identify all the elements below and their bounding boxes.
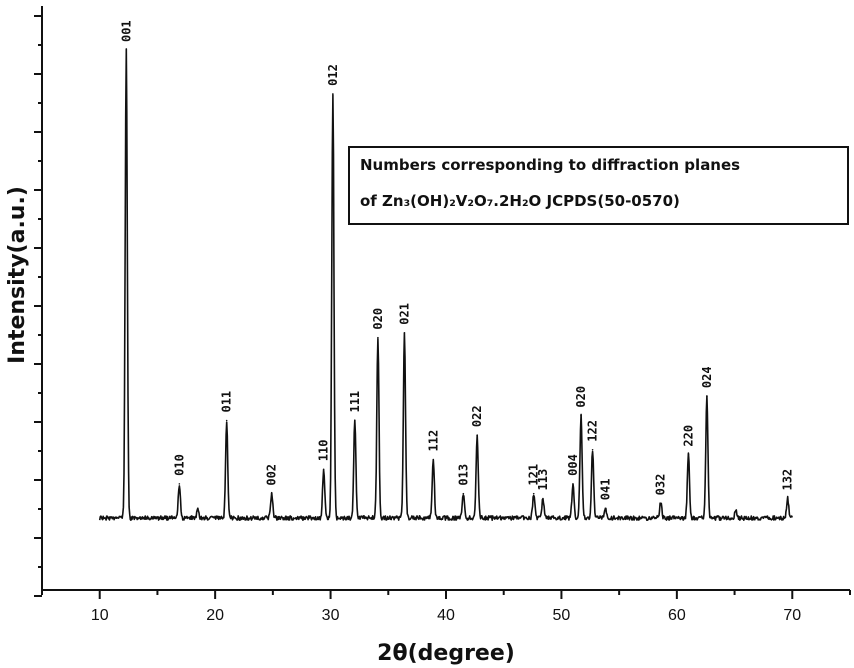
peak-label: 111 (348, 391, 362, 413)
peak-point (178, 483, 181, 485)
peak-point (377, 336, 379, 339)
peak-point (706, 395, 708, 397)
x-tick-label: 70 (783, 607, 801, 624)
peak-point (125, 49, 128, 51)
x-tick-label: 40 (437, 607, 455, 624)
peak-point (542, 497, 544, 500)
peak-point (532, 492, 535, 495)
x-tick-label: 10 (91, 607, 109, 624)
peak-label: 132 (781, 469, 795, 491)
peak-point (432, 458, 435, 461)
peak-point (572, 483, 574, 485)
peak-point (476, 434, 478, 436)
peak-point (604, 507, 607, 510)
peak-label: 122 (586, 420, 600, 442)
peak-label: 110 (317, 440, 331, 462)
peak-point (580, 414, 582, 417)
peak-label: 020 (371, 308, 385, 330)
peak-label: 112 (426, 430, 440, 452)
peak-label: 002 (265, 464, 279, 486)
peak-label: 022 (470, 405, 484, 427)
y-axis-title: Intensity(a.u.) (5, 186, 30, 364)
peak-point (197, 507, 199, 510)
peak-label: 220 (681, 425, 695, 447)
peak-point (734, 509, 737, 512)
peak-label: 121 (527, 464, 541, 486)
axes: 10 20 30 40 50 60 70 (34, 6, 851, 624)
peak-label: 012 (326, 64, 340, 86)
annotation-box: Numbers corresponding to diffraction pla… (348, 146, 849, 225)
peak-label: 010 (172, 454, 186, 476)
annotation-line-2: of Zn₃(OH)₂V₂O₇.2H₂O JCPDS(50-0570) (360, 192, 680, 210)
peak-point (786, 497, 789, 500)
peak-point (354, 419, 356, 422)
xrd-pattern-line (98, 48, 794, 521)
peak-label: 024 (700, 366, 714, 388)
annotation-frame (348, 146, 849, 225)
peak-label: 011 (220, 391, 234, 413)
peak-label: 032 (654, 474, 668, 496)
peak-point (687, 453, 690, 456)
x-tick-label: 20 (206, 607, 224, 624)
x-tick-label: 60 (668, 607, 686, 624)
peak-point (322, 468, 325, 471)
peak-point (332, 93, 334, 95)
x-tick-label: 30 (322, 607, 340, 624)
x-axis-title: 2θ(degree) (377, 641, 515, 666)
peak-point (462, 492, 465, 495)
xrd-series (98, 48, 794, 521)
peak-point (225, 419, 228, 422)
peak-point (591, 448, 594, 451)
peak-label: 004 (566, 454, 580, 476)
peak-label: 013 (456, 464, 470, 486)
peak-point (659, 502, 662, 505)
peak-point (270, 492, 273, 495)
x-tick-label: 50 (553, 607, 571, 624)
annotation-line-1: Numbers corresponding to diffraction pla… (360, 156, 740, 174)
peak-label: 113 (536, 469, 550, 491)
peak-label: 021 (397, 303, 411, 325)
peak-label: 001 (119, 20, 133, 42)
peak-point (403, 331, 406, 334)
peak-label: 020 (574, 386, 588, 408)
peak-label: 041 (598, 479, 612, 501)
